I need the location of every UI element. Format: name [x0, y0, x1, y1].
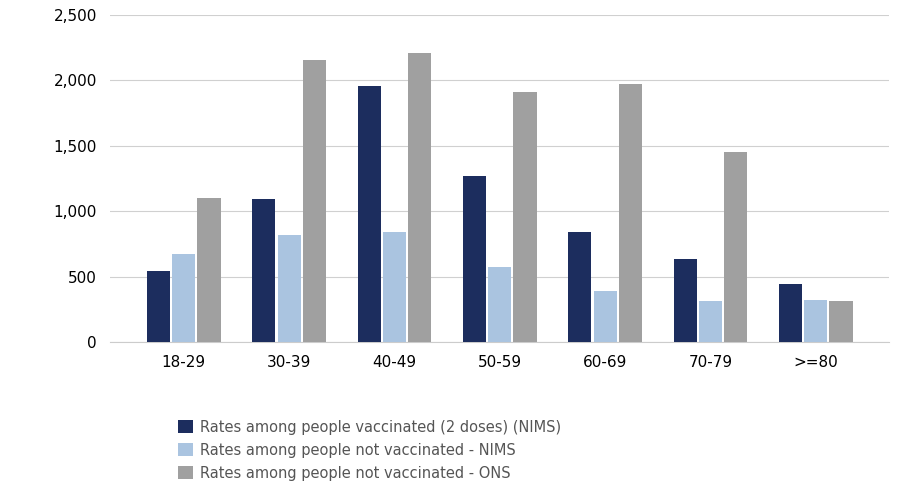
Bar: [408, 53, 431, 342]
Bar: [463, 176, 486, 342]
Bar: [303, 59, 326, 342]
Bar: [488, 267, 512, 342]
Bar: [779, 284, 802, 342]
Bar: [804, 299, 827, 342]
Bar: [172, 255, 195, 342]
Bar: [514, 92, 536, 342]
Bar: [699, 301, 722, 342]
Bar: [252, 200, 275, 342]
Bar: [147, 272, 170, 342]
Bar: [619, 85, 642, 342]
Bar: [674, 259, 697, 342]
Bar: [830, 301, 853, 342]
Bar: [197, 198, 221, 342]
Bar: [383, 231, 406, 342]
Bar: [278, 235, 301, 342]
Bar: [358, 86, 381, 342]
Bar: [724, 152, 747, 342]
Bar: [593, 291, 616, 342]
Bar: [569, 232, 591, 342]
Legend: Rates among people vaccinated (2 doses) (NIMS), Rates among people not vaccinate: Rates among people vaccinated (2 doses) …: [172, 414, 567, 487]
